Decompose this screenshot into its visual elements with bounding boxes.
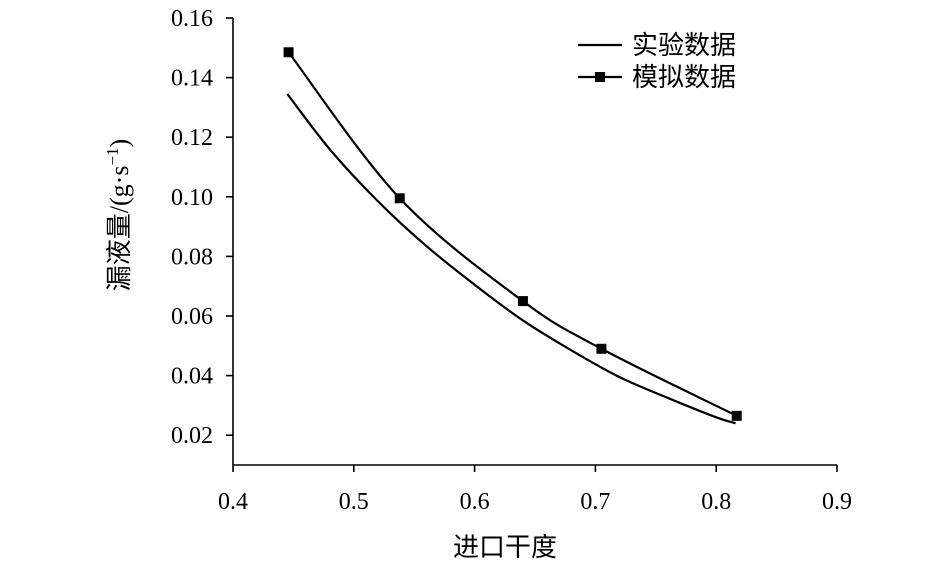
x-tick-label: 0.4	[218, 489, 248, 515]
y-tick-label: 0.04	[171, 364, 213, 390]
y-axis-title-main: 漏液量/(g·s	[105, 166, 134, 292]
legend-marker-2	[595, 72, 605, 82]
series-line-2	[287, 51, 738, 417]
x-ticks: 0.4 0.5 0.6 0.7 0.8 0.9	[218, 465, 852, 515]
x-tick-label: 0.8	[701, 489, 731, 515]
series-2-marker	[283, 47, 294, 58]
x-tick-label: 0.5	[339, 489, 369, 515]
y-axis-title-close: )	[105, 139, 134, 148]
y-tick-label: 0.14	[171, 66, 213, 92]
x-tick-label: 0.6	[460, 489, 490, 515]
series-layer	[283, 47, 742, 425]
series-2-marker	[596, 343, 607, 354]
x-axis-title: 进口干度	[453, 533, 557, 562]
x-tick-label: 0.7	[580, 489, 610, 515]
y-tick-label: 0.02	[171, 423, 213, 449]
y-tick-label: 0.08	[171, 244, 213, 270]
series-2-marker	[517, 296, 528, 307]
series-2-marker	[394, 193, 405, 204]
y-tick-label: 0.16	[171, 6, 213, 32]
y-axis-title: 漏液量/(g·s−1)	[103, 139, 134, 291]
y-axis-title-superscript: −1	[103, 147, 122, 165]
y-ticks: 0.02 0.04 0.06 0.08 0.10 0.12 0.14 0.16	[171, 6, 233, 449]
x-tick-label: 0.9	[822, 489, 852, 515]
y-tick-label: 0.10	[171, 185, 213, 211]
legend-label-2: 模拟数据	[632, 63, 736, 92]
y-tick-label: 0.06	[171, 304, 213, 330]
legend-label-1: 实验数据	[632, 31, 736, 60]
y-tick-label: 0.12	[171, 125, 213, 151]
series-line-1	[286, 93, 736, 425]
series-2-marker	[731, 410, 742, 421]
axes	[232, 18, 837, 466]
